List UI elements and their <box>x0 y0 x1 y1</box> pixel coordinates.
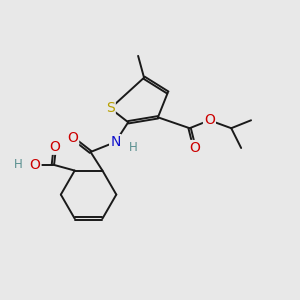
Text: O: O <box>67 131 78 145</box>
Text: O: O <box>204 113 215 127</box>
Text: H: H <box>14 158 22 171</box>
Text: S: S <box>106 101 115 116</box>
Text: O: O <box>189 141 200 155</box>
Text: H: H <box>129 140 137 154</box>
Text: O: O <box>30 158 40 172</box>
Text: O: O <box>50 140 60 154</box>
Text: N: N <box>110 135 121 149</box>
